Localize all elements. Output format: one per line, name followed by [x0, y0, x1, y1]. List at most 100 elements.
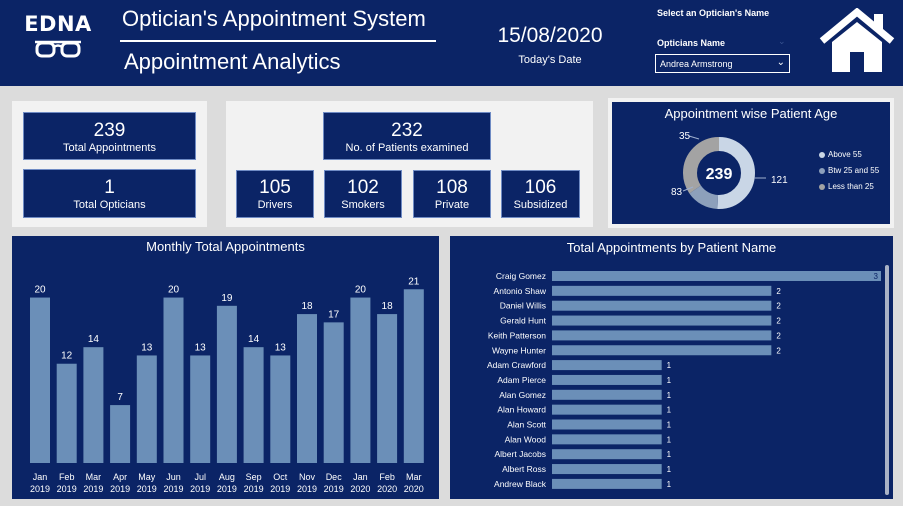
month-bar[interactable] [163, 297, 184, 463]
kpi-subsidized: 106 Subsidized [501, 170, 580, 218]
legend-item[interactable]: Above 55 [819, 150, 879, 159]
month-bar[interactable] [30, 297, 50, 463]
x-tick-year: 2019 [270, 484, 290, 494]
patient-bar[interactable] [552, 404, 662, 415]
kpi-value: 102 [347, 177, 379, 198]
patient-bar[interactable] [552, 345, 772, 356]
optician-dropdown-value: Andrea Armstrong [660, 59, 733, 69]
donut-slice[interactable] [683, 137, 755, 209]
optician-dropdown[interactable]: Andrea Armstrong ⌄ [655, 54, 790, 73]
kpi-total-opticians: 1 Total Opticians [23, 169, 196, 218]
donut-legend: Above 55 Btw 25 and 55 Less than 25 [819, 150, 879, 198]
month-bar[interactable] [323, 322, 344, 463]
patient-bar[interactable] [552, 374, 662, 385]
patient-bar[interactable] [552, 434, 662, 445]
bar-data-label: 2 [776, 287, 781, 296]
today-date: 15/08/2020 [497, 24, 603, 47]
kpi-value: 106 [524, 177, 557, 198]
donut-center-label: 239 [706, 166, 733, 183]
y-tick-patient-name: Alan Howard [497, 405, 546, 415]
bar-data-label: 20 [355, 285, 367, 296]
y-tick-patient-name: Alan Scott [507, 420, 546, 430]
y-tick-patient-name: Alan Gomez [499, 390, 546, 400]
chart-scrollbar[interactable] [885, 265, 889, 495]
patient-bar[interactable] [552, 389, 662, 400]
patient-bar[interactable] [552, 315, 772, 326]
header-bar: EDNA Optician's Appointment System Appoi… [0, 0, 903, 86]
month-bar[interactable] [270, 355, 291, 463]
month-bar[interactable] [216, 305, 237, 463]
legend-item[interactable]: Less than 25 [819, 182, 879, 191]
kpi-label: Total Appointments [63, 142, 156, 154]
x-tick-month: Nov [299, 472, 316, 482]
bar-data-label: 1 [667, 376, 672, 385]
bar-data-label: 2 [776, 302, 781, 311]
x-tick-year: 2019 [30, 484, 50, 494]
y-tick-patient-name: Gerald Hunt [500, 316, 546, 326]
kpi-label: Total Opticians [73, 199, 146, 211]
y-tick-patient-name: Andrew Black [494, 479, 547, 489]
month-bar[interactable] [377, 314, 398, 463]
bar-data-label: 1 [667, 450, 672, 459]
month-bar[interactable] [56, 363, 77, 463]
patient-bar[interactable] [552, 360, 662, 371]
kpi-label: No. of Patients examined [345, 142, 469, 154]
patient-bar[interactable] [552, 285, 772, 296]
month-bar[interactable] [83, 347, 104, 463]
bar-data-label: 2 [776, 346, 781, 355]
y-tick-patient-name: Wayne Hunter [492, 345, 546, 355]
month-bar[interactable] [136, 355, 157, 463]
x-tick-month: Mar [86, 472, 102, 482]
patient-bar[interactable] [552, 330, 772, 341]
patient-bar[interactable] [552, 271, 881, 281]
legend-dot-icon [819, 167, 825, 174]
patient-bar[interactable] [552, 419, 662, 430]
bar-data-label: 13 [275, 342, 287, 353]
logo-text: EDNA [24, 12, 92, 36]
bar-data-label: 2 [776, 331, 781, 340]
kpi-label: Subsidized [513, 199, 568, 211]
patient-chart-title: Total Appointments by Patient Name [566, 240, 777, 255]
legend-item[interactable]: Btw 25 and 55 [819, 166, 879, 175]
month-bar[interactable] [110, 405, 131, 463]
monthly-appointments-panel: Monthly Total Appointments 20 Jan 2019 12 Fe… [12, 236, 439, 499]
legend-dot-icon [819, 183, 825, 190]
month-bar[interactable] [190, 355, 211, 463]
kpi-value: 239 [93, 120, 126, 141]
x-tick-month: Jul [194, 472, 206, 482]
patient-bar[interactable] [552, 300, 772, 311]
donut-data-label: 121 [771, 175, 788, 186]
legend-label: Above 55 [828, 150, 862, 159]
y-tick-patient-name: Alan Wood [505, 434, 547, 444]
x-tick-year: 2019 [57, 484, 77, 494]
donut-data-label: 35 [679, 131, 691, 142]
patient-bar[interactable] [552, 478, 662, 489]
x-tick-year: 2019 [217, 484, 237, 494]
patient-bar[interactable] [552, 449, 662, 460]
x-tick-month: Jun [166, 472, 181, 482]
x-tick-month: Feb [59, 472, 75, 482]
kpi-value: 108 [436, 177, 468, 198]
legend-label: Btw 25 and 55 [828, 166, 880, 175]
bar-data-label: 12 [61, 351, 73, 362]
x-tick-year: 2019 [83, 484, 103, 494]
month-bar[interactable] [243, 347, 264, 463]
logo: EDNA [22, 12, 94, 59]
month-bar[interactable] [403, 289, 424, 463]
x-tick-year: 2020 [377, 484, 397, 494]
month-bar[interactable] [297, 314, 317, 463]
age-donut-panel-frame: Appointment wise Patient Age 239 121 35 83 … [608, 98, 894, 228]
home-icon[interactable] [818, 8, 896, 74]
patient-bar[interactable] [552, 464, 662, 475]
bar-data-label: 1 [667, 391, 672, 400]
x-tick-year: 2019 [297, 484, 317, 494]
donut-data-label: 83 [671, 187, 683, 198]
y-tick-patient-name: Antonio Shaw [494, 286, 547, 296]
bar-data-label: 19 [221, 293, 233, 304]
bar-data-label: 14 [248, 334, 260, 345]
donut-leader-line [682, 186, 694, 192]
page-subtitle: Appointment Analytics [124, 49, 341, 74]
month-bar[interactable] [350, 297, 371, 463]
kpi-drivers: 105 Drivers [236, 170, 314, 218]
kpi-label: Drivers [257, 199, 293, 211]
